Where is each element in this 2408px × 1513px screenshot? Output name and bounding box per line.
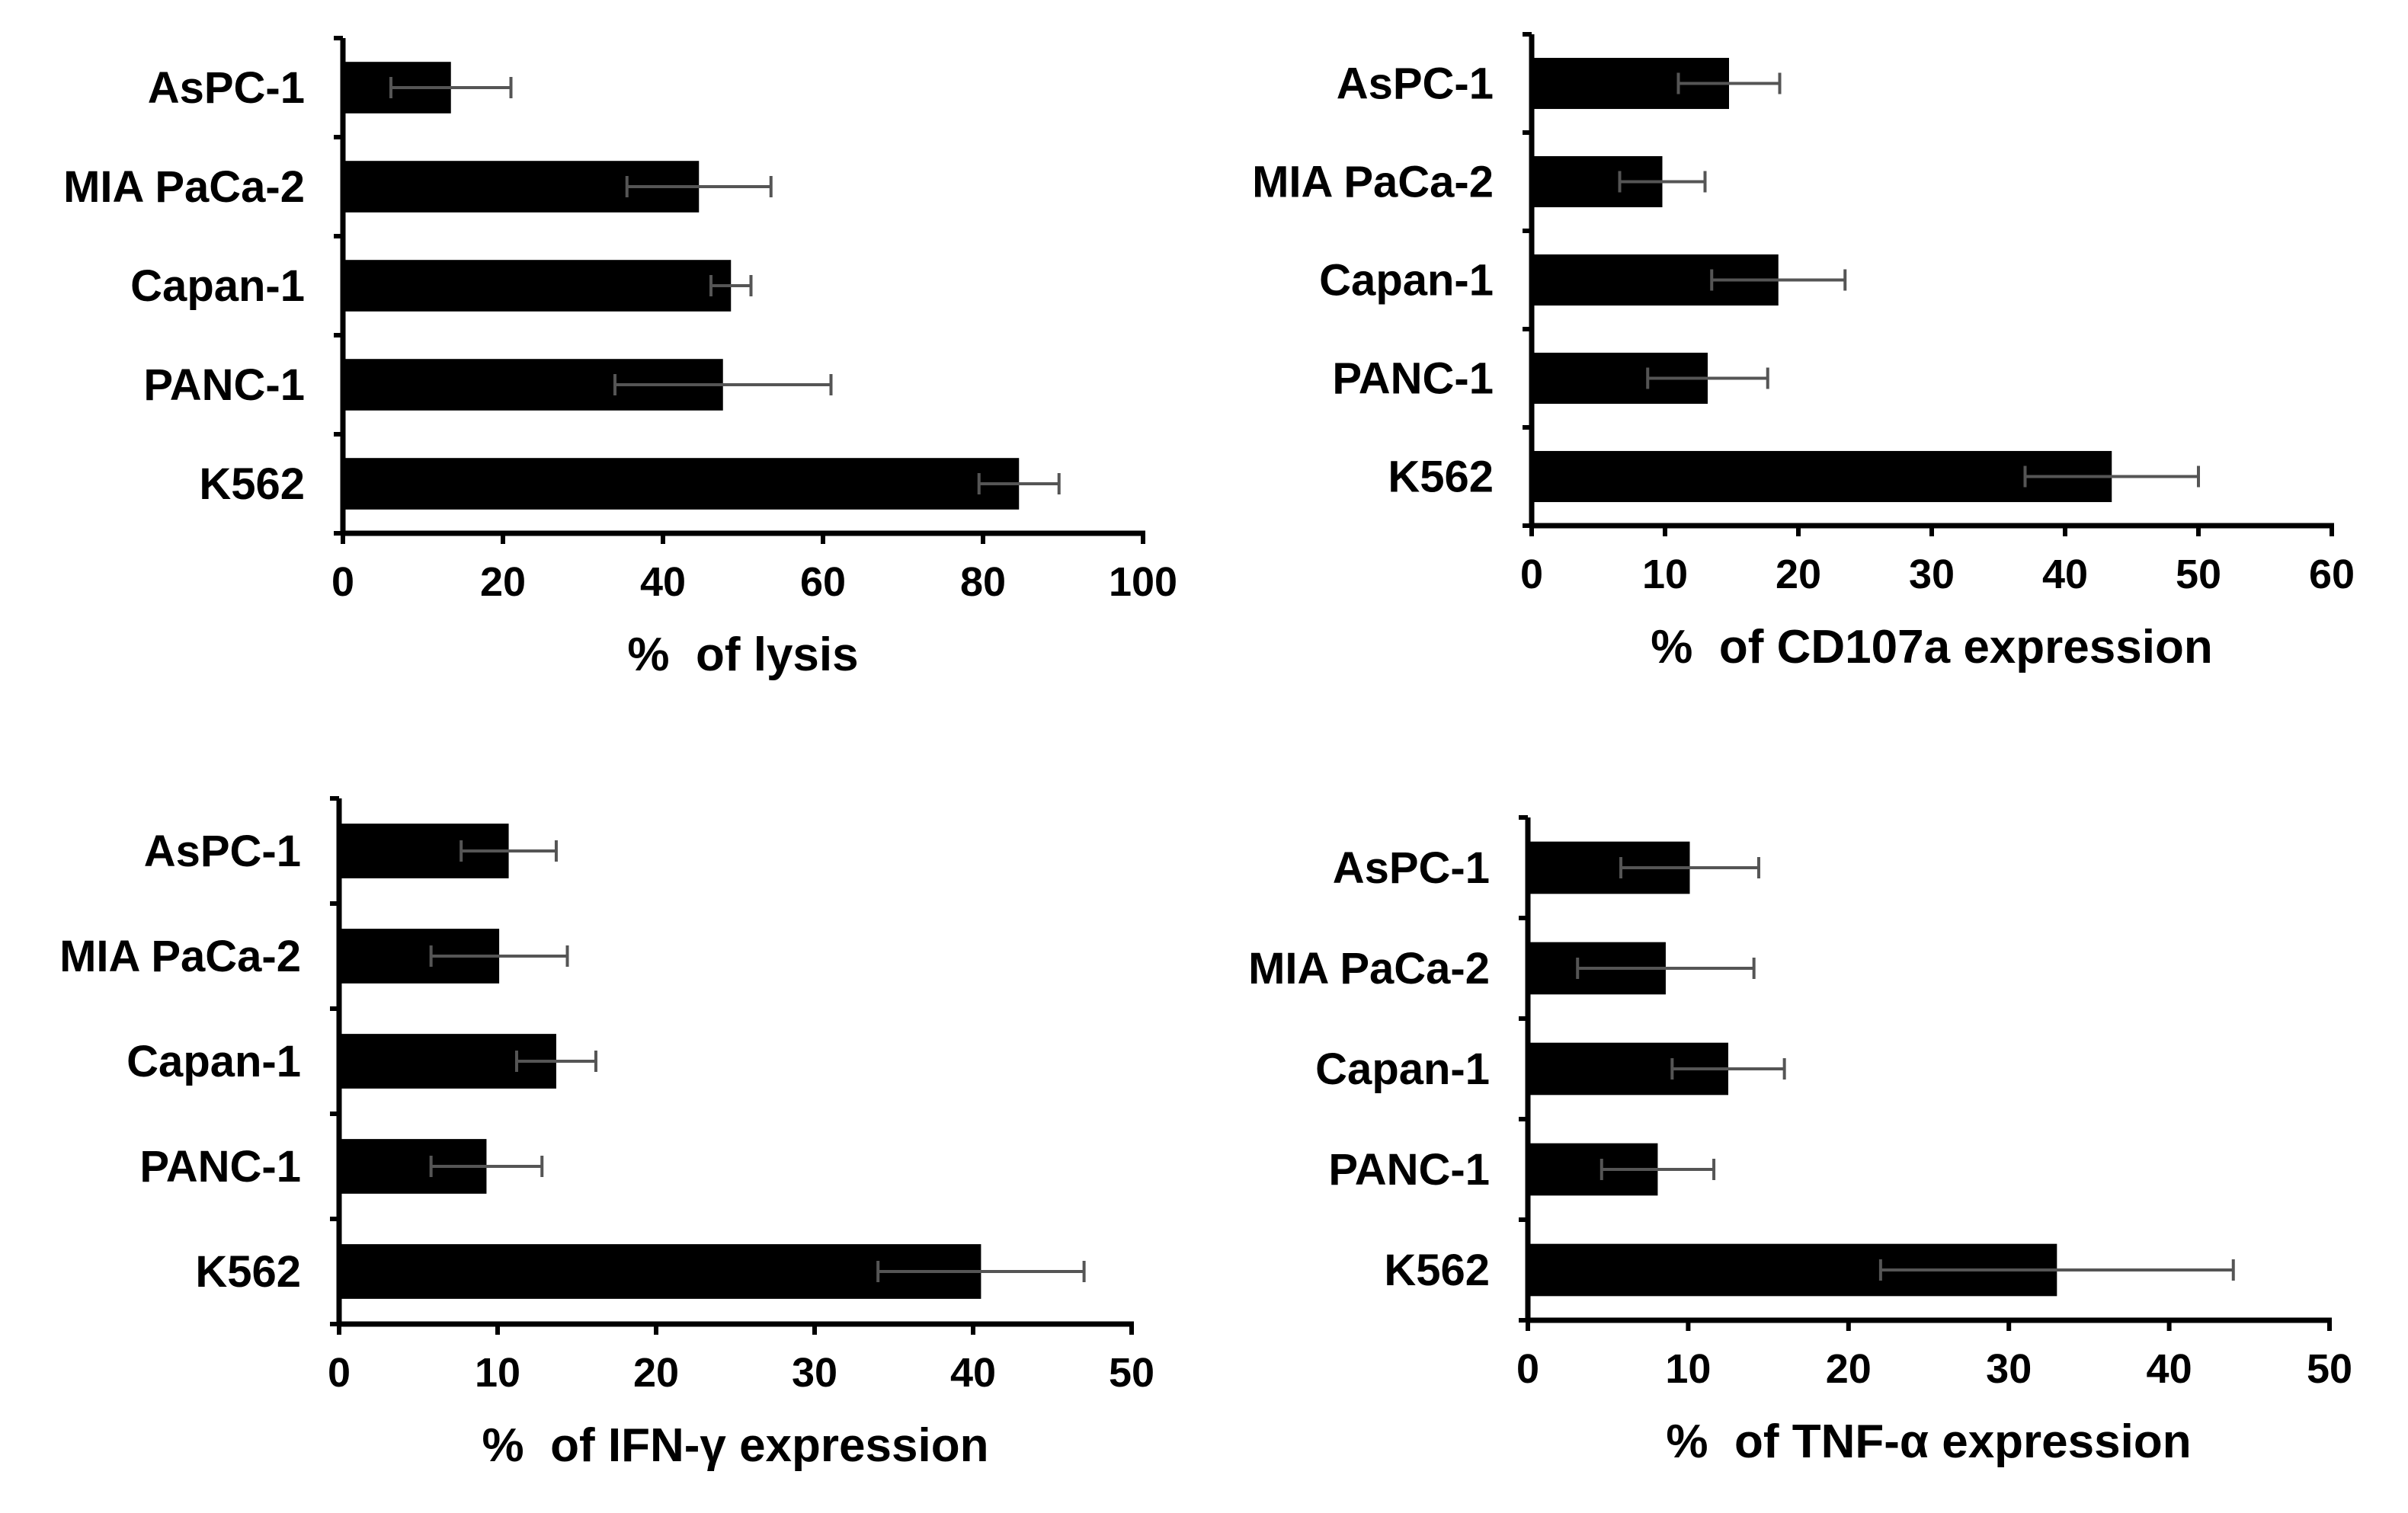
x-tick-label-5: 50 [1109,1350,1154,1396]
x-axis-title: % of lysis [627,629,858,681]
chart-lysis: AsPC-1 MIA PaCa-2 Capan-1 PANC-1 K562 0 20 40 60… [0,0,1204,756]
bar-4 [343,458,1020,510]
chart-ifn-gamma-svg: AsPC-1 MIA PaCa-2 Capan-1 PANC-1 K562 0 10 20 30… [59,796,1154,1472]
category-label-2: Capan-1 [1319,256,1494,305]
x-axis-title: % of CD107a expression [1651,621,2212,673]
category-label-2: Capan-1 [126,1037,301,1086]
chart-tnf-alpha: AsPC-1 MIA PaCa-2 Capan-1 PANC-1 K562 0 10 20 30… [1204,756,2408,1513]
category-label-2: Capan-1 [1315,1044,1490,1094]
category-label-1: MIA PaCa-2 [59,932,301,981]
category-label-4: K562 [1388,453,1494,502]
x-tick-label-2: 20 [1776,552,1821,597]
x-tick-label-4: 80 [960,559,1006,605]
x-tick-label-3: 60 [800,559,846,605]
chart-ifn-gamma: AsPC-1 MIA PaCa-2 Capan-1 PANC-1 K562 0 10 20 30… [0,756,1204,1513]
chart-cd107a-svg: AsPC-1 MIA PaCa-2 Capan-1 PANC-1 K562 0 10 20 30… [1252,32,2355,673]
category-label-4: K562 [195,1247,301,1297]
category-label-4: K562 [199,459,305,509]
bar-2 [343,260,732,312]
x-tick-label-4: 40 [2042,552,2088,597]
x-tick-label-4: 40 [950,1350,996,1396]
category-label-0: AsPC-1 [148,63,305,113]
chart-lysis-svg: AsPC-1 MIA PaCa-2 Capan-1 PANC-1 K562 0 20 40 60… [63,36,1177,681]
bar-4 [339,1244,981,1299]
x-tick-label-0: 0 [1520,552,1543,597]
category-label-3: PANC-1 [1328,1145,1490,1195]
category-label-3: PANC-1 [143,360,305,410]
x-tick-label-1: 10 [475,1350,520,1396]
bar-4 [1532,450,2112,503]
x-tick-label-2: 40 [640,559,686,605]
category-label-3: PANC-1 [139,1142,301,1192]
category-label-0: AsPC-1 [1333,843,1490,893]
x-axis-title: % of IFN-γ expression [482,1419,989,1472]
x-tick-label-0: 0 [328,1350,351,1396]
category-label-1: MIA PaCa-2 [1248,944,1490,993]
x-tick-label-1: 10 [1665,1346,1711,1392]
x-tick-label-4: 40 [2147,1346,2192,1392]
x-tick-label-2: 20 [633,1350,679,1396]
category-label-0: AsPC-1 [1337,59,1494,109]
category-label-4: K562 [1384,1246,1490,1295]
x-tick-label-5: 100 [1109,559,1177,605]
x-tick-label-5: 50 [2307,1346,2352,1392]
chart-cd107a: AsPC-1 MIA PaCa-2 Capan-1 PANC-1 K562 0 10 20 30… [1204,0,2408,756]
x-tick-label-1: 20 [480,559,526,605]
category-label-1: MIA PaCa-2 [63,162,305,212]
category-label-3: PANC-1 [1332,354,1494,404]
x-tick-label-5: 50 [2176,552,2221,597]
x-tick-label-0: 0 [1516,1346,1539,1392]
x-tick-label-3: 30 [1986,1346,2032,1392]
chart-tnf-alpha-svg: AsPC-1 MIA PaCa-2 Capan-1 PANC-1 K562 0 10 20 30… [1248,815,2352,1468]
category-label-0: AsPC-1 [144,827,301,876]
category-label-1: MIA PaCa-2 [1252,158,1494,207]
x-tick-label-1: 10 [1642,552,1688,597]
x-tick-label-6: 60 [2309,552,2355,597]
category-label-2: Capan-1 [130,261,305,311]
x-tick-label-3: 30 [792,1350,837,1396]
x-axis-title: % of TNF-α expression [1666,1415,2191,1468]
x-tick-label-0: 0 [331,559,354,605]
x-tick-label-2: 20 [1826,1346,1872,1392]
x-tick-label-3: 30 [1909,552,1955,597]
